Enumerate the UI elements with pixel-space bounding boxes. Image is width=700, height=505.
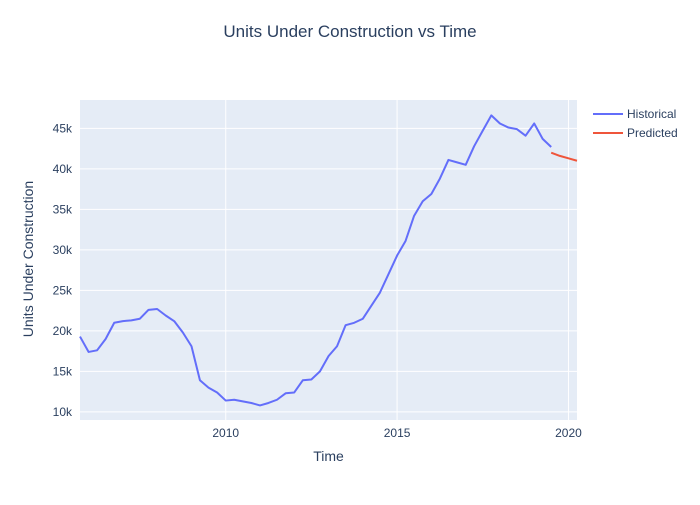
series-line-predicted: [550, 151, 578, 162]
x-tick-label-1: 2015: [384, 426, 411, 440]
legend-item-historical[interactable]: Historical: [593, 107, 676, 121]
plot-background: [80, 100, 577, 420]
series-lines: [79, 114, 578, 407]
y-tick-label-0: 10k: [53, 405, 73, 419]
grid-lines: [80, 100, 577, 420]
legend[interactable]: Historical Predicted: [593, 107, 678, 140]
y-tick-label-6: 40k: [53, 162, 73, 176]
y-axis-title: Units Under Construction: [20, 181, 36, 337]
legend-label-historical: Historical: [627, 107, 676, 121]
y-tick-label-3: 25k: [53, 283, 73, 297]
chart-title: Units Under Construction vs Time: [223, 22, 476, 41]
y-tick-label-1: 15k: [53, 364, 73, 378]
y-tick-label-5: 35k: [53, 202, 73, 216]
x-tick-label-2: 2020: [555, 426, 582, 440]
x-tick-label-0: 2010: [212, 426, 239, 440]
y-tick-label-4: 30k: [53, 243, 73, 257]
y-tick-label-2: 20k: [53, 324, 73, 338]
x-axis-title: Time: [313, 448, 344, 464]
y-tick-label-7: 45k: [53, 121, 73, 135]
legend-item-predicted[interactable]: Predicted: [593, 126, 678, 140]
legend-label-predicted: Predicted: [627, 126, 678, 140]
tick-labels: 10k 15k 20k 25k 30k 35k 40k 45k 2010 2015 2020: [53, 121, 582, 440]
series-line-historical: [79, 114, 552, 407]
